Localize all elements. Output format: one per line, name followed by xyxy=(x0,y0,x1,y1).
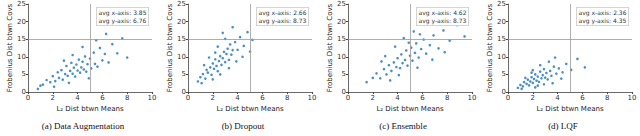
svg-text:avg y-axis: 8.73: avg y-axis: 8.73 xyxy=(259,17,307,25)
svg-text:10: 10 xyxy=(17,53,26,61)
svg-text:Frobenius Dist btwn Covs: Frobenius Dist btwn Covs xyxy=(486,3,494,92)
svg-text:Frobenius Dist btwn Covs: Frobenius Dist btwn Covs xyxy=(6,3,14,92)
svg-text:L₂ Dist btwn Means: L₂ Dist btwn Means xyxy=(216,105,284,113)
svg-text:L₂ Dist btwn Means: L₂ Dist btwn Means xyxy=(376,105,444,113)
svg-text:8: 8 xyxy=(605,94,609,102)
svg-text:25: 25 xyxy=(17,0,26,8)
svg-text:Frobenius Dist btwn Covs: Frobenius Dist btwn Covs xyxy=(166,3,174,92)
svg-text:2: 2 xyxy=(531,94,535,102)
svg-text:5: 5 xyxy=(22,70,26,78)
svg-text:avg y-axis: 4.35: avg y-axis: 4.35 xyxy=(579,17,627,25)
svg-text:15: 15 xyxy=(497,35,506,43)
svg-text:5: 5 xyxy=(502,70,506,78)
svg-text:8: 8 xyxy=(125,94,129,102)
svg-text:4: 4 xyxy=(235,94,240,102)
svg-text:(d) LQF: (d) LQF xyxy=(548,121,578,131)
svg-text:avg x-axis: 2.36: avg x-axis: 2.36 xyxy=(579,9,627,17)
svg-text:avg y-axis: 8.73: avg y-axis: 8.73 xyxy=(419,17,467,25)
svg-text:avg x-axis: 4.62: avg x-axis: 4.62 xyxy=(419,9,467,17)
svg-text:5: 5 xyxy=(182,70,186,78)
svg-text:Frobenius Dist btwn Covs: Frobenius Dist btwn Covs xyxy=(326,3,334,92)
svg-text:10: 10 xyxy=(497,53,506,61)
svg-text:20: 20 xyxy=(497,18,506,26)
svg-text:10: 10 xyxy=(308,94,317,102)
svg-text:5: 5 xyxy=(342,70,346,78)
svg-text:15: 15 xyxy=(337,35,346,43)
svg-text:(c) Ensemble: (c) Ensemble xyxy=(379,121,427,131)
svg-text:0: 0 xyxy=(501,88,506,96)
svg-text:0: 0 xyxy=(26,94,30,102)
svg-text:L₂ Dist btwn Means: L₂ Dist btwn Means xyxy=(536,105,604,113)
svg-text:0: 0 xyxy=(21,88,26,96)
svg-text:25: 25 xyxy=(337,0,346,8)
svg-text:0: 0 xyxy=(341,88,346,96)
svg-text:4: 4 xyxy=(555,94,560,102)
svg-text:20: 20 xyxy=(177,18,186,26)
svg-text:6: 6 xyxy=(100,94,105,102)
svg-text:8: 8 xyxy=(445,94,449,102)
svg-text:2: 2 xyxy=(211,94,215,102)
svg-text:0: 0 xyxy=(506,94,510,102)
svg-text:L₂ Dist btwn Means: L₂ Dist btwn Means xyxy=(56,105,124,113)
svg-text:6: 6 xyxy=(420,94,425,102)
svg-text:(a) Data Augmentation: (a) Data Augmentation xyxy=(42,121,125,131)
svg-text:6: 6 xyxy=(580,94,585,102)
svg-text:10: 10 xyxy=(148,94,157,102)
svg-text:15: 15 xyxy=(17,35,26,43)
svg-text:25: 25 xyxy=(497,0,506,8)
svg-text:2: 2 xyxy=(51,94,55,102)
svg-text:10: 10 xyxy=(468,94,477,102)
svg-text:15: 15 xyxy=(177,35,186,43)
svg-text:0: 0 xyxy=(346,94,350,102)
svg-text:(b) Dropout: (b) Dropout xyxy=(222,121,265,131)
svg-text:4: 4 xyxy=(75,94,80,102)
svg-text:4: 4 xyxy=(395,94,400,102)
svg-text:0: 0 xyxy=(186,94,190,102)
svg-text:0: 0 xyxy=(181,88,186,96)
svg-text:avg y-axis: 6.76: avg y-axis: 6.76 xyxy=(99,17,147,25)
svg-text:6: 6 xyxy=(260,94,265,102)
svg-text:20: 20 xyxy=(17,18,26,26)
svg-text:25: 25 xyxy=(177,0,186,8)
svg-text:10: 10 xyxy=(337,53,346,61)
svg-text:avg x-axis: 3.85: avg x-axis: 3.85 xyxy=(99,9,147,17)
svg-text:8: 8 xyxy=(285,94,289,102)
svg-text:2: 2 xyxy=(371,94,375,102)
svg-text:avg x-axis: 2.66: avg x-axis: 2.66 xyxy=(259,9,307,17)
svg-text:10: 10 xyxy=(628,94,637,102)
svg-text:10: 10 xyxy=(177,53,186,61)
svg-text:20: 20 xyxy=(337,18,346,26)
